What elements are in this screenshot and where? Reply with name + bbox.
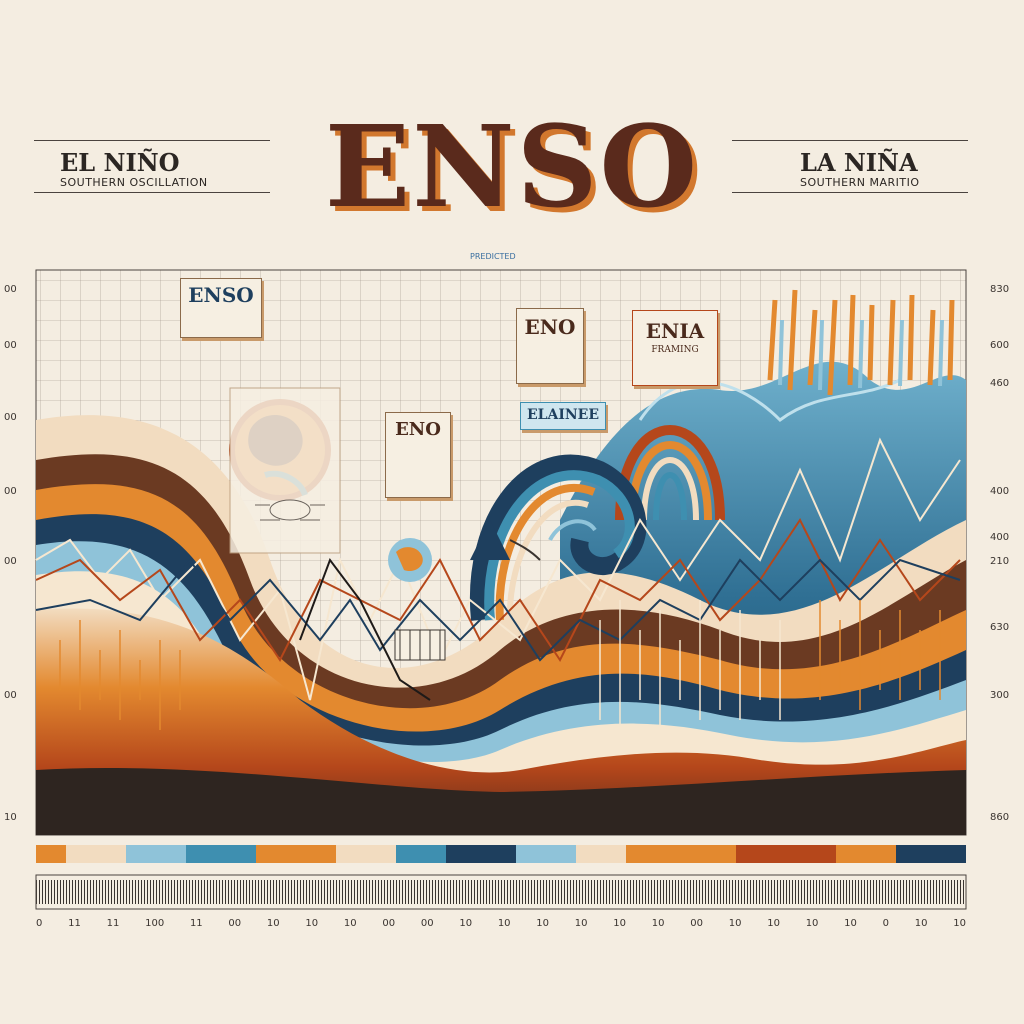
bottom-axis-tick: 11 [68,918,81,929]
bottom-axis-tick: 10 [767,918,780,929]
bottom-axis-tick: 00 [690,918,703,929]
callout-enia: ENIA FRAMING [632,310,718,386]
callout-enso-top-left: ENSO [180,278,262,338]
bottom-axis-tick: 10 [844,918,857,929]
callout-elainee: ELAINEE [520,402,606,430]
la-nina-wave-back-highlight [638,378,901,422]
bottom-axis-tick: 0 [882,918,890,929]
bottom-axis-tick: 10 [728,918,742,929]
pier-icon [394,629,446,661]
bottom-axis-tick: 10 [459,918,473,929]
tent-icon [470,520,541,561]
el-nino-subtitle: SOUTHERN OSCILLATION [60,176,208,189]
el-nino-title: EL NIÑO [60,148,180,177]
right-axis-tick: 300 [990,690,1010,701]
spike-series [59,600,941,740]
left-axis-tick: 00 [4,556,17,567]
right-axis-tick: 600 [990,340,1010,351]
la-nina-streaks [767,289,955,396]
diagram-panel-sketch [255,499,325,521]
left-header-rule-top [34,140,270,141]
bottom-axis-tick: 10 [914,918,928,929]
bottom-axis-tick: 00 [420,918,434,929]
left-axis-tick: 00 [4,284,17,295]
callout-eno-center: ENO [516,308,584,384]
left-axis-tick: 00 [4,412,17,423]
bottom-axis: 0 11 11 100 11 00 10 10 10 00 00 10 10 10 10 10 10 00 10 10… [36,918,966,929]
right-axis-tick: 830 [990,284,1010,295]
left-axis-tick: 00 [4,340,17,351]
chart-caption: PREDICTED [470,252,516,261]
callout-eno-mid-text: ENO [395,419,441,440]
left-axis-tick: 10 [4,812,17,823]
callout-eno-center-text: ENO [524,315,576,339]
left-axis-tick: 00 [4,486,17,497]
right-axis-tick: 460 [990,378,1010,389]
right-axis-tick: 400 [990,486,1010,497]
callout-elainee-text: ELAINEE [526,407,600,423]
la-nina-title: LA NIÑA [800,148,918,177]
band-dark-bottom [36,767,966,835]
callout-enso-text: ENSO [188,283,254,307]
right-header-rule-bottom [732,192,968,193]
bottom-axis-tick: 10 [805,918,819,929]
bottom-axis-tick: 10 [651,918,665,929]
right-axis-tick: 210 [990,556,1010,567]
diagram-panel [229,387,341,554]
line-series [35,437,961,701]
bottom-axis-tick: 11 [189,918,203,929]
small-globe-icon [388,538,432,582]
bottom-axis-tick: 10 [305,918,319,929]
bottom-axis-tick: 10 [343,918,357,929]
bottom-axis-tick: 10 [497,918,511,929]
left-axis-tick: 00 [4,690,17,701]
hatched-strip-frame [35,874,967,910]
right-axis-tick: 860 [990,812,1010,823]
la-nina-subtitle: SOUTHERN MARITIO [800,176,920,189]
bottom-axis-tick: 10 [536,918,550,929]
bottom-axis-tick: 10 [953,918,966,929]
right-header-rule-top [732,140,968,141]
right-axis-tick: 400 [990,532,1010,543]
callout-eno-mid: ENO [385,412,451,498]
callout-enia-text: ENIA [645,319,705,343]
left-header-rule-bottom [34,192,270,193]
bottom-axis-tick: 00 [382,918,396,929]
callout-enia-subtext: FRAMING [651,345,699,355]
right-axis-tick: 630 [990,622,1010,633]
bottom-axis-tick: 0 [36,918,43,929]
bottom-axis-tick: 10 [574,918,588,929]
bottom-axis-tick: 10 [266,918,280,929]
hatched-strip [36,880,966,904]
page-title: ENSO [324,102,700,233]
color-scale-bar [36,845,966,863]
bottom-axis-tick: 100 [145,918,165,929]
bottom-axis-tick: 11 [106,918,120,929]
bottom-axis-tick: 00 [228,918,242,929]
bottom-axis-tick: 10 [613,918,626,929]
